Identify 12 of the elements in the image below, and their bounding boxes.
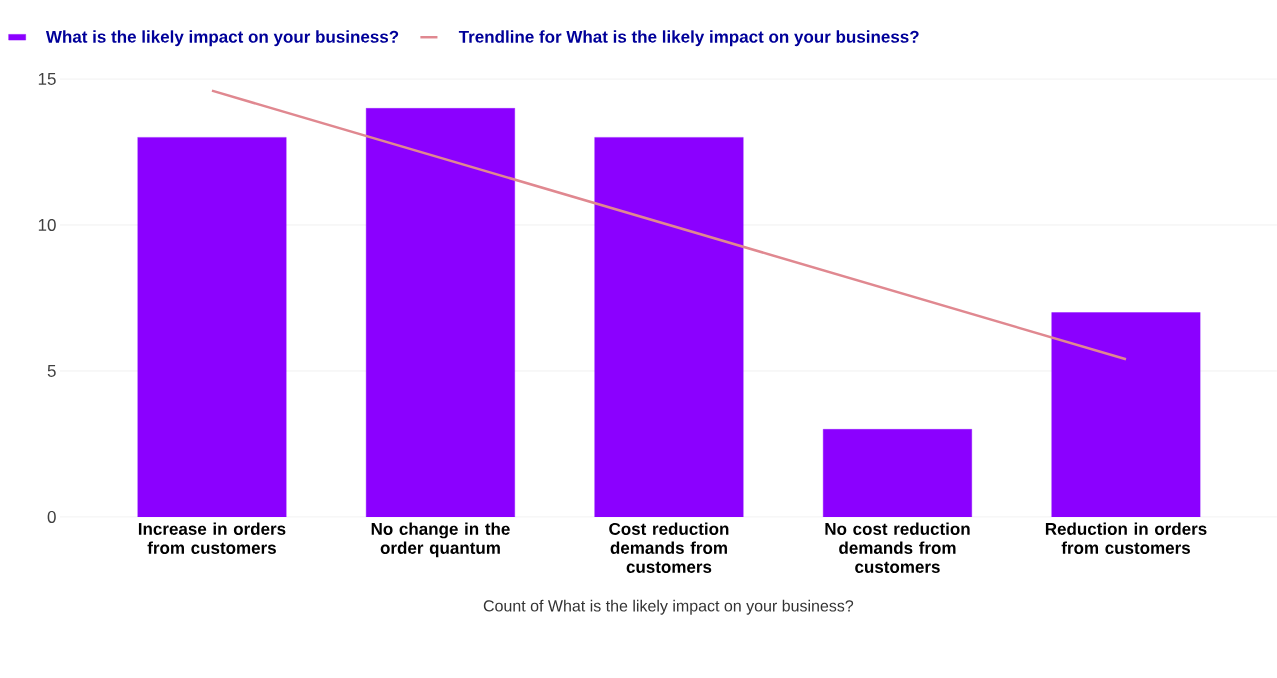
y-tick-label: 15 <box>38 73 56 85</box>
x-tick-label: No change in the order quantum <box>371 522 510 558</box>
x-tick-label: No cost reduction demands from customers <box>825 522 970 573</box>
x-tick-label: Reduction in orders from customers <box>1045 522 1207 554</box>
y-tick-label: 0 <box>47 510 56 523</box>
x-tick-label: Cost reduction demands from customers <box>609 522 729 573</box>
x-axis-title: Count of What is the likely impact on your business? <box>483 599 854 615</box>
x-tick-label: Increase in orders from customers <box>138 522 286 554</box>
y-tick-label: 10 <box>38 218 56 232</box>
legend-label: What is the likely impact on your business? <box>45 30 399 47</box>
y-tick-label: 5 <box>47 365 56 377</box>
legend-label: Trendline for What is the likely impact on your business? <box>458 30 919 47</box>
